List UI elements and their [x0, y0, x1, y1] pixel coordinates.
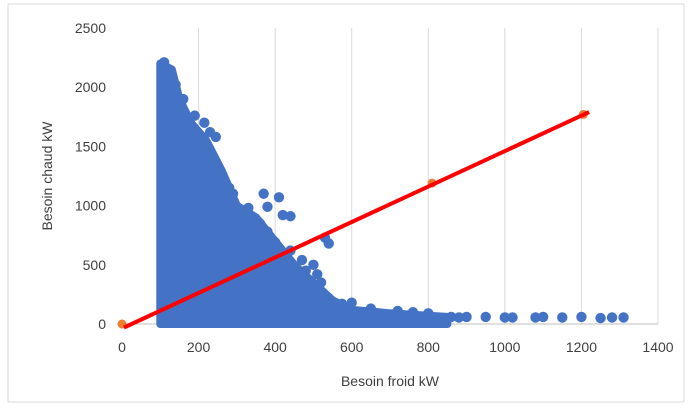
blue-data-point	[346, 314, 357, 325]
blue-data-point	[461, 311, 472, 323]
blue-data-point	[392, 305, 403, 317]
blue-data-point	[365, 303, 377, 314]
y-tick-label: 1500	[75, 138, 106, 154]
blue-data-point	[262, 226, 273, 237]
y-tick-label: 500	[83, 257, 107, 273]
blue-data-point	[210, 131, 221, 143]
blue-data-point	[178, 93, 189, 105]
x-tick-label: 800	[417, 339, 441, 355]
blue-data-point	[170, 79, 181, 91]
x-axis-title: Besoin froid kW	[341, 373, 440, 389]
blue-data-point	[446, 311, 457, 323]
y-tick-label: 0	[98, 316, 106, 332]
scatter-points	[117, 57, 629, 329]
blue-data-point	[243, 202, 254, 214]
blue-data-point	[407, 306, 419, 318]
blue-data-point	[336, 298, 348, 310]
x-tick-label: 0	[118, 339, 126, 355]
x-tick-labels: 0 200 400 600 800 1000 1200 1400	[118, 339, 674, 355]
blue-data-point	[199, 117, 210, 128]
blue-data-point	[258, 188, 269, 199]
blue-data-point	[557, 312, 568, 323]
blue-data-point	[227, 301, 239, 312]
blue-data-point	[277, 209, 288, 221]
blue-data-point	[162, 64, 174, 75]
blue-data-point	[289, 289, 300, 300]
blue-data-point	[308, 259, 319, 270]
chart-border	[7, 3, 685, 403]
y-axis-title: Besoin chaud kW	[39, 121, 55, 231]
x-tick-label: 1200	[566, 339, 597, 355]
blue-data-point	[285, 211, 296, 222]
x-tick-label: 400	[263, 339, 287, 355]
x-tick-label: 200	[187, 339, 211, 355]
blue-data-point	[315, 277, 327, 288]
blue-data-point	[312, 269, 323, 280]
y-tick-label: 2500	[75, 20, 106, 36]
blue-data-point	[262, 201, 273, 212]
blue-data-point	[269, 297, 281, 308]
blue-data-point	[346, 297, 357, 308]
y-tick-labels: 0 500 1000 1500 2000 2500	[75, 20, 106, 332]
blue-data-point	[595, 312, 606, 324]
blue-data-point	[269, 237, 281, 248]
blue-data-point	[499, 312, 511, 323]
blue-data-point	[323, 238, 334, 249]
blue-data-point	[296, 254, 308, 266]
blue-data-point	[576, 311, 587, 323]
blue-data-point	[300, 301, 311, 312]
blue-data-point	[250, 283, 262, 294]
blue-data-point	[453, 312, 465, 323]
blue-data-point	[300, 265, 311, 276]
y-tick-label: 1000	[75, 198, 106, 214]
x-tick-label: 1400	[642, 339, 673, 355]
blue-data-point	[507, 312, 518, 323]
blue-data-point	[227, 188, 239, 199]
blue-data-point	[530, 312, 541, 323]
blue-data-point	[618, 312, 629, 323]
blue-data-point	[384, 315, 396, 326]
blue-data-point	[606, 312, 618, 323]
blue-data-point	[423, 308, 434, 319]
red-trend-line	[123, 110, 590, 330]
trend-line	[123, 110, 590, 330]
blue-data-point	[273, 192, 285, 203]
blue-data-point	[243, 289, 254, 300]
y-tick-label: 2000	[75, 79, 106, 95]
blue-data-point	[254, 218, 266, 229]
blue-data-point	[537, 311, 549, 323]
blue-data-point	[189, 110, 200, 121]
x-tick-label: 1000	[489, 339, 520, 355]
blue-data-point	[214, 164, 225, 176]
blue-data-point	[277, 279, 288, 291]
x-tick-label: 600	[340, 339, 364, 355]
blue-data-point	[480, 311, 491, 323]
blue-data-point	[407, 316, 419, 327]
